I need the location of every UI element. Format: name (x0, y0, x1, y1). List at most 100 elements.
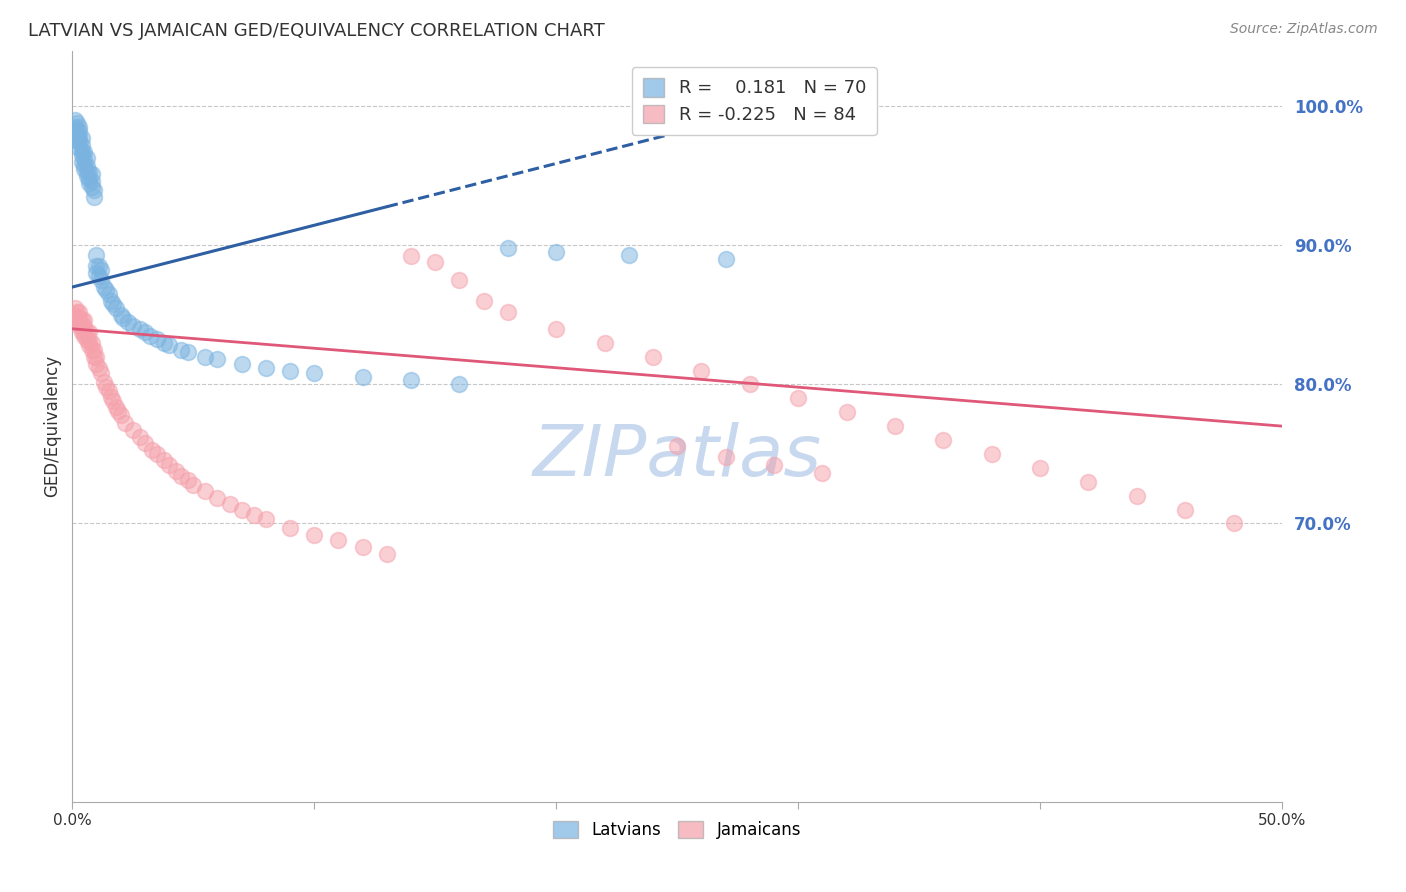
Point (207, 352, 229, 367)
Point (165, 464, 187, 478)
Point (100, 293, 122, 308)
Point (980, 447, 1002, 461)
Point (66, 116, 89, 130)
Point (302, 366, 325, 380)
Point (73, 145, 96, 160)
Point (141, 442, 163, 457)
Point (666, 439, 689, 453)
Point (70, 131, 93, 145)
Point (103, 394, 125, 409)
Text: LATVIAN VS JAMAICAN GED/EQUIVALENCY CORRELATION CHART: LATVIAN VS JAMAICAN GED/EQUIVALENCY CORR… (28, 22, 605, 40)
Point (80, 168, 103, 182)
Point (73, 325, 96, 339)
Point (70, 325, 93, 339)
Point (146, 447, 169, 461)
Point (129, 430, 152, 444)
Point (77, 325, 100, 339)
Point (546, 322, 568, 336)
Point (110, 308, 132, 322)
Point (80, 180, 103, 194)
Point (278, 521, 301, 535)
Point (546, 245, 568, 260)
Point (73, 318, 96, 333)
Point (138, 328, 160, 343)
Point (83, 343, 105, 357)
Point (932, 433, 955, 447)
Point (104, 400, 127, 414)
Point (617, 248, 640, 262)
Point (146, 332, 169, 346)
Point (177, 474, 200, 488)
Point (80, 343, 103, 357)
Point (77, 171, 100, 186)
Point (714, 252, 737, 267)
Point (76, 164, 98, 178)
Point (70, 144, 93, 158)
Point (69, 120, 91, 135)
Point (77, 338, 100, 352)
Point (80, 335, 103, 350)
Point (93, 280, 115, 294)
Point (66, 123, 89, 137)
Point (93, 375, 115, 389)
Point (1126, 489, 1149, 503)
Point (254, 360, 277, 375)
Point (63, 308, 86, 322)
Point (1222, 516, 1244, 531)
Point (302, 527, 325, 541)
Point (181, 477, 204, 491)
Point (66, 305, 89, 319)
Point (86, 248, 108, 262)
Point (86, 259, 108, 273)
Point (399, 250, 422, 264)
Point (70, 313, 93, 327)
Point (66, 127, 89, 141)
Point (100, 390, 122, 404)
Point (328, 533, 350, 548)
Point (83, 183, 105, 197)
Point (449, 377, 471, 392)
Point (77, 333, 100, 347)
Point (352, 370, 374, 384)
Point (87, 360, 110, 375)
Point (77, 176, 100, 190)
Y-axis label: GED/Equivalency: GED/Equivalency (44, 355, 60, 497)
Point (254, 512, 277, 526)
Point (194, 484, 217, 499)
Point (73, 158, 96, 172)
Point (66, 315, 89, 329)
Point (117, 315, 139, 329)
Point (69, 318, 91, 333)
Point (177, 345, 200, 359)
Point (66, 310, 89, 325)
Point (641, 350, 664, 364)
Point (1029, 460, 1052, 475)
Point (77, 164, 100, 178)
Point (218, 497, 240, 511)
Point (87, 268, 110, 283)
Point (73, 161, 96, 176)
Point (121, 423, 143, 437)
Point (170, 343, 193, 357)
Point (449, 273, 471, 287)
Point (496, 305, 519, 319)
Point (112, 310, 135, 325)
Point (76, 169, 98, 183)
Point (86, 266, 108, 280)
Point (69, 310, 91, 325)
Point (114, 417, 136, 431)
Point (121, 318, 143, 333)
Point (110, 408, 132, 422)
Point (87, 259, 110, 273)
Point (472, 293, 495, 308)
Text: Source: ZipAtlas.com: Source: ZipAtlas.com (1230, 22, 1378, 37)
Point (70, 318, 93, 333)
Point (76, 333, 98, 347)
Point (352, 540, 374, 554)
Point (134, 325, 156, 339)
Point (170, 469, 193, 483)
Point (90, 263, 112, 277)
Point (69, 305, 91, 319)
Point (63, 113, 86, 128)
Point (153, 335, 176, 350)
